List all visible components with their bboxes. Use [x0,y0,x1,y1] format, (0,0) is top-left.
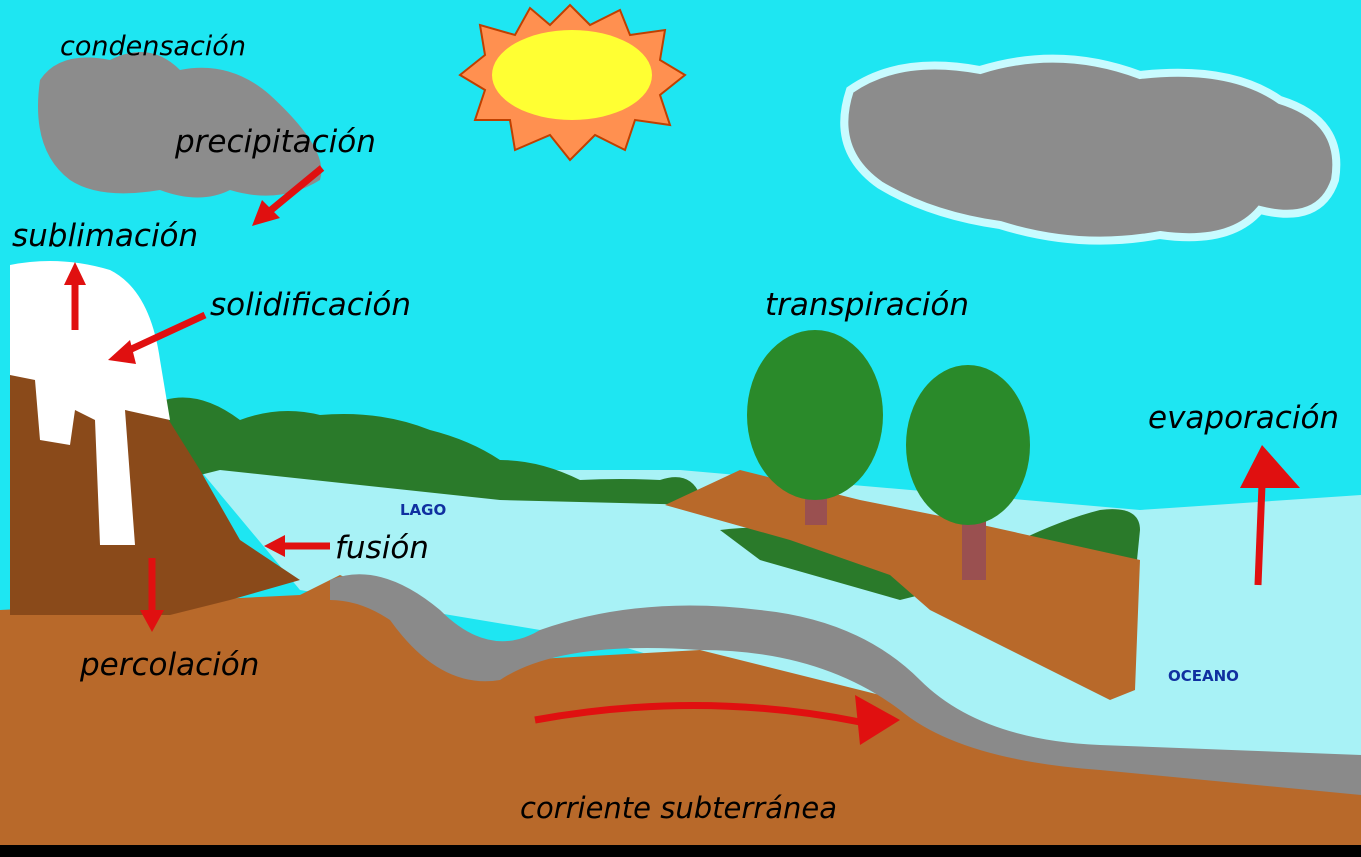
tree [747,330,883,500]
label: OCEANO [1168,667,1239,685]
border [0,845,1361,857]
tree-trunk [962,520,986,580]
label: evaporación [1148,400,1339,436]
label: fusión [335,530,429,566]
page: condensación precipitación sublimación s… [0,0,1361,857]
label: transpiración [765,287,969,323]
label: LAGO [400,501,446,519]
label: condensación [60,31,246,62]
label: percolación [79,647,259,683]
sun [492,30,652,120]
label: solidificación [210,287,411,323]
label: corriente subterránea [520,791,837,825]
tree [906,365,1030,525]
label: sublimación [12,218,198,254]
label: precipitación [174,124,376,160]
water-cycle-diagram: condensación precipitación sublimación s… [0,0,1361,857]
